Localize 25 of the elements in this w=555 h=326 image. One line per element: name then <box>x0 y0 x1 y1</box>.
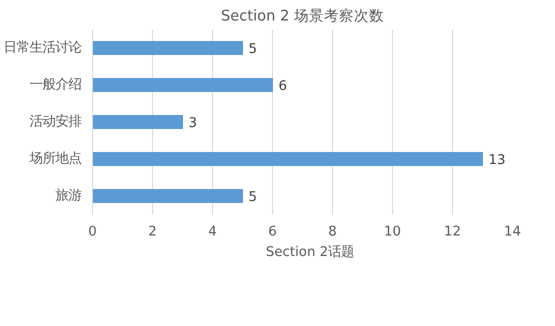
bar <box>92 152 483 166</box>
y-tick-label: 旅游 <box>56 188 82 204</box>
data-label: 5 <box>248 42 257 57</box>
bar <box>92 189 243 203</box>
y-tick-label: 活动安排 <box>30 114 82 130</box>
chart-title: Section 2 场景考察次数 <box>220 8 384 24</box>
x-tick-label: 0 <box>88 224 97 240</box>
text: Section 2话题 <box>266 244 354 261</box>
data-label: 3 <box>188 116 197 131</box>
x-tick-label: 2 <box>148 224 157 240</box>
x-tick-label: 12 <box>444 224 461 240</box>
x-tick-label: 8 <box>328 224 337 240</box>
bar <box>92 41 243 55</box>
bar <box>92 115 183 129</box>
data-label: 6 <box>278 79 287 94</box>
x-tick-label: 4 <box>208 224 217 240</box>
bar <box>92 78 273 92</box>
x-tick-label: 6 <box>268 224 277 240</box>
x-tick-label: 14 <box>504 224 521 240</box>
y-tick-label: 日常生活讨论 <box>4 40 82 56</box>
data-label: 13 <box>488 153 506 168</box>
x-tick-label: 10 <box>384 224 401 240</box>
y-tick-label: 一般介绍 <box>30 78 82 92</box>
y-tick-label: 场所地点 <box>28 152 82 166</box>
data-label: 5 <box>248 190 257 205</box>
